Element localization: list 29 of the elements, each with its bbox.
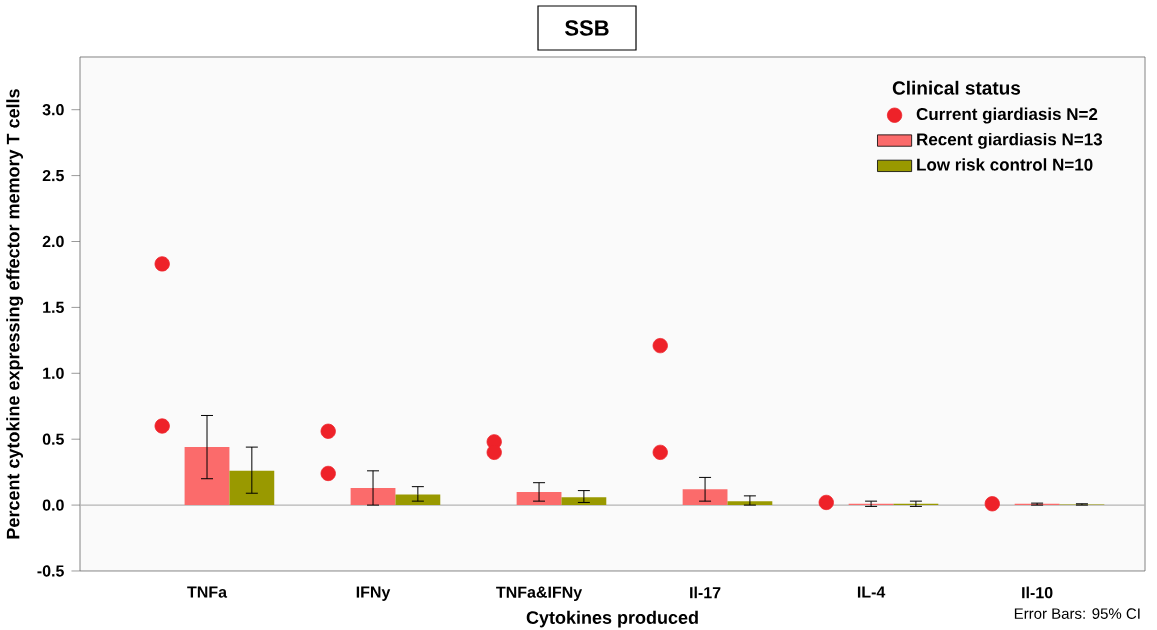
legend-label: Current giardiasis N=2 xyxy=(916,107,1098,124)
y-tick-label: 1.5 xyxy=(43,301,64,313)
x-tick-label: TNFa&IFNy xyxy=(496,586,583,601)
bar xyxy=(395,494,441,506)
bar xyxy=(516,491,562,506)
y-tick-label: -0.5 xyxy=(37,565,64,577)
y-tick-label: 0.0 xyxy=(42,499,64,511)
y-axis-title: Percent cytokine expressing effector memory T cells xyxy=(6,89,24,539)
x-tick-label: TNFa xyxy=(187,586,228,598)
y-tick-label: 3.0 xyxy=(42,104,64,116)
bar xyxy=(561,497,607,506)
bar xyxy=(727,501,773,506)
bar xyxy=(229,470,275,506)
y-tick-label: 0.5 xyxy=(42,433,64,445)
x-tick-label: IFNy xyxy=(356,586,391,601)
legend-label: Recent giardiasis N=13 xyxy=(917,132,1103,149)
x-tick-label: Il-10 xyxy=(1022,586,1053,599)
text: Error Bars: 95% CI xyxy=(1014,608,1140,619)
x-tick-label: IL-4 xyxy=(857,586,886,598)
bar xyxy=(350,487,396,506)
y-tick-label: 1.0 xyxy=(43,367,64,379)
x-tick-label: Il-17 xyxy=(690,586,721,599)
legend-title: Clinical status xyxy=(892,80,1021,95)
legend-label: Low risk control N=10 xyxy=(917,158,1093,171)
x-axis-title: Cytokines produced xyxy=(526,610,698,628)
bar xyxy=(682,489,728,506)
y-tick-label: 2.0 xyxy=(42,235,64,248)
y-tick-label: 2.5 xyxy=(42,169,64,182)
chart-title: SSB xyxy=(565,20,609,36)
